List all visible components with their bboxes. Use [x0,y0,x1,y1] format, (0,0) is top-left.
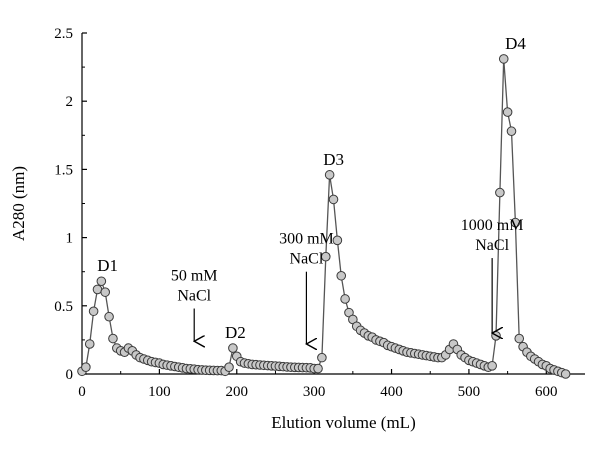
peak-label: D1 [97,256,118,275]
data-point [228,343,238,353]
data-point [224,362,234,372]
data-point [88,306,99,317]
data-point [313,363,323,374]
data-point [96,276,107,287]
nacl-annotation-text: NaCl [290,251,324,268]
nacl-annotation-text: 50 mM [171,268,218,285]
y-tick-label: 1.5 [54,162,73,178]
x-tick-label: 100 [148,384,171,400]
data-point [495,187,505,198]
peak-label: D2 [225,323,246,342]
nacl-annotation-text: NaCl [177,288,211,305]
y-tick-label: 0.5 [54,299,73,315]
y-tick-label: 2.5 [54,26,73,42]
data-point [100,287,111,297]
data-point [317,352,327,363]
data-point [506,126,517,137]
peak-label: D3 [323,150,344,169]
nacl-annotation-text: NaCl [475,237,509,254]
data-point [108,333,118,344]
data-point [560,369,571,379]
data-point [340,294,350,304]
x-tick-label: 200 [226,384,249,400]
x-tick-label: 400 [380,384,403,400]
nacl-annotation-text: 300 mM [279,231,334,248]
y-tick-label: 1 [66,231,74,247]
data-point [332,235,343,246]
data-point [324,170,335,180]
data-series [77,54,571,379]
data-point [328,194,339,205]
data-point [491,331,501,341]
peak-label: D4 [505,34,526,53]
nacl-annotation-text: 1000 mM [461,217,524,234]
data-point [498,54,509,64]
x-axis-title: Elution volume (mL) [271,413,415,432]
data-point [336,270,347,281]
chart-labels: D1 D2 D3 D4 50 mM NaCl 300 mM NaCl 1000 mM NaCl [97,34,526,344]
y-axis-title: A280 (nm) [9,166,28,241]
data-point [510,217,521,228]
y-tick-label: 0 [66,367,74,383]
x-tick-label: 600 [535,384,558,400]
data-point [487,361,497,371]
data-point [81,362,91,372]
data-point [502,107,513,117]
data-point [320,251,331,262]
x-tick-label: 500 [458,384,481,400]
data-point [514,333,525,344]
x-tick-label: 0 [78,384,86,400]
axes: 0 100 200 300 400 500 600 0 0.5 1 1.5 2 2.5 Elution v… [9,26,585,432]
data-point [84,339,95,349]
data-point [104,311,114,322]
y-tick-label: 2 [66,94,74,110]
x-tick-label: 300 [303,384,326,400]
